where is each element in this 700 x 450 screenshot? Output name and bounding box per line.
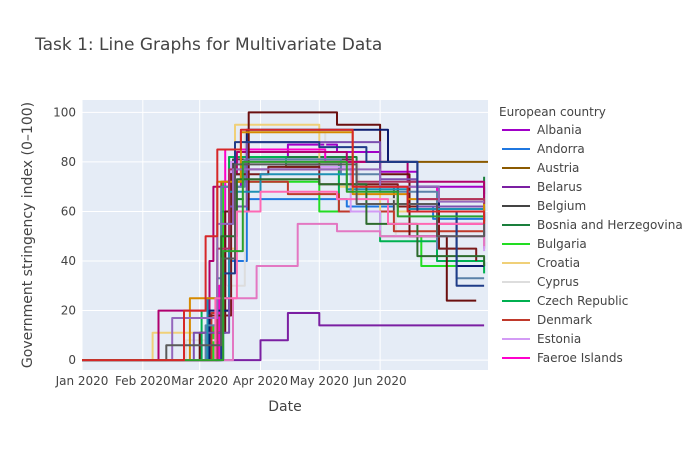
legend-item[interactable]: Denmark [502, 313, 592, 327]
legend-item[interactable]: Cyprus [502, 275, 579, 289]
legend-label: Cyprus [537, 275, 579, 289]
series-line-26[interactable] [82, 190, 486, 362]
legend-item[interactable]: Faeroe Islands [502, 351, 623, 365]
legend-item[interactable]: Austria [502, 161, 579, 175]
legend-item[interactable]: Czech Republic [502, 294, 628, 308]
series-line-29[interactable] [82, 128, 486, 362]
legend-label: Bosnia and Herzegovina [537, 218, 683, 232]
legend-label: Austria [537, 161, 579, 175]
y-tick-label: 0 [68, 353, 76, 367]
series-line-28[interactable] [82, 160, 486, 362]
axis-ticks: 0 20 40 60 80 100 Jan 2020 Feb 2020 Mar 2020 Apr … [53, 105, 407, 388]
legend-item[interactable]: Croatia [502, 256, 580, 270]
legend-item[interactable]: Albania [502, 123, 582, 137]
x-axis-title: Date [268, 399, 301, 415]
legend-label: Andorra [537, 142, 585, 156]
legend-item[interactable]: Bulgaria [502, 237, 587, 251]
legend-label: Albania [537, 123, 582, 137]
legend-label: Faeroe Islands [537, 351, 623, 365]
x-tick-label: Jun 2020 [353, 374, 407, 388]
x-tick-label: Mar 2020 [171, 374, 228, 388]
legend-item[interactable]: Belarus [502, 180, 582, 194]
legend-label: Belarus [537, 180, 582, 194]
x-tick-label: May 2020 [290, 374, 349, 388]
series-line-3[interactable] [82, 312, 485, 362]
y-tick-label: 100 [53, 105, 76, 119]
y-tick-label: 20 [61, 304, 76, 318]
y-tick-label: 60 [61, 204, 76, 218]
legend-title: European country [499, 105, 606, 119]
legend-item[interactable]: Estonia [502, 332, 581, 346]
legend-label: Czech Republic [537, 294, 628, 308]
x-tick-label: Apr 2020 [233, 374, 288, 388]
series-lines [82, 111, 488, 362]
legend-label: Denmark [537, 313, 592, 327]
legend-item[interactable]: Belgium [502, 199, 586, 213]
y-axis-title: Government stringency index (0–100) [20, 102, 36, 368]
y-tick-label: 40 [61, 254, 76, 268]
x-tick-label: Feb 2020 [115, 374, 171, 388]
legend-label: Croatia [537, 256, 580, 270]
legend-label: Estonia [537, 332, 581, 346]
y-tick-label: 80 [61, 155, 76, 169]
legend-item[interactable]: Andorra [502, 142, 585, 156]
series-line-16[interactable] [82, 158, 485, 362]
series-line-23[interactable] [82, 222, 486, 362]
legend[interactable]: European country Albania Andorra Austria Be… [499, 105, 683, 365]
series-line-27[interactable] [82, 163, 486, 362]
legend-item[interactable]: Bosnia and Herzegovina [502, 218, 683, 232]
legend-label: Belgium [537, 199, 586, 213]
legend-label: Bulgaria [537, 237, 587, 251]
chart-title: Task 1: Line Graphs for Multivariate Dat… [34, 35, 382, 55]
x-tick-label: Jan 2020 [55, 374, 109, 388]
